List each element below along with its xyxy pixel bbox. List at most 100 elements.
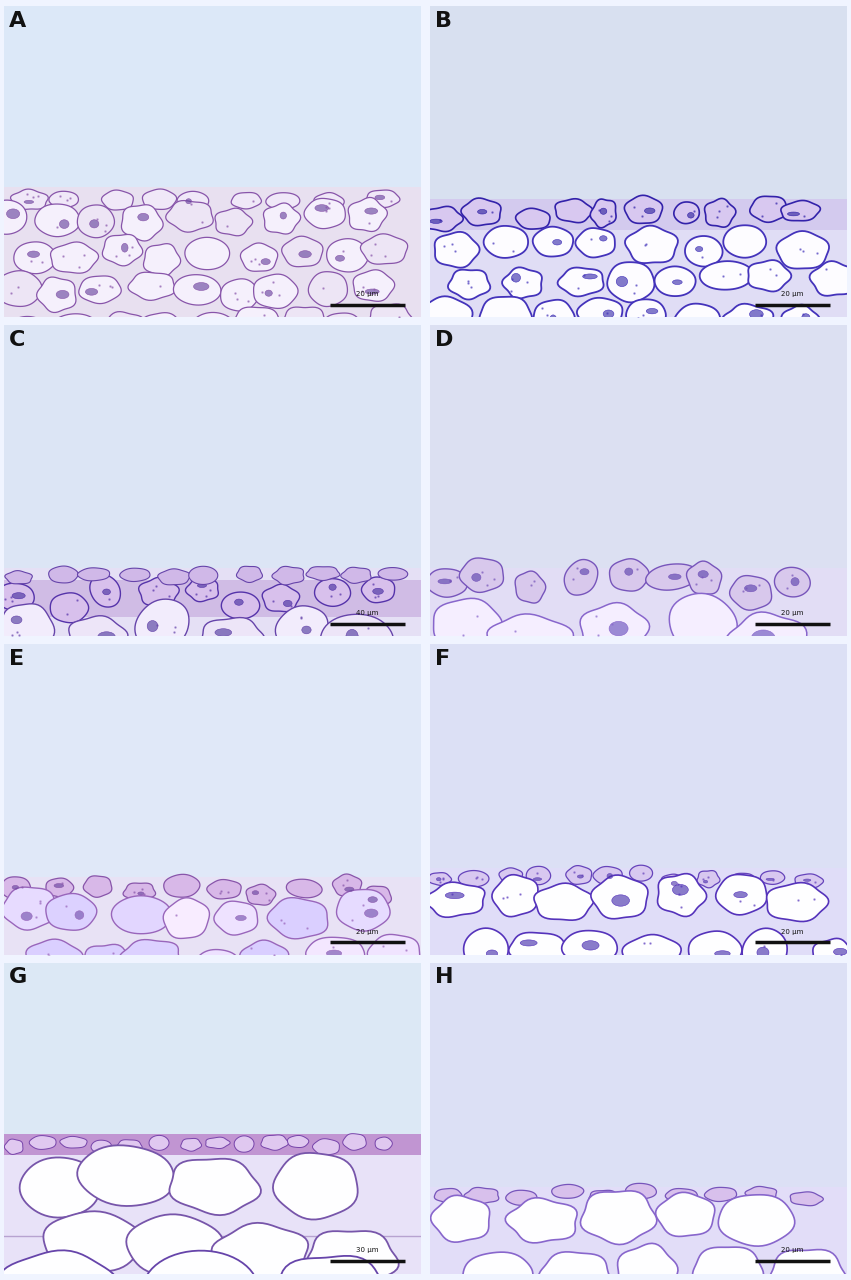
Polygon shape: [310, 1037, 371, 1074]
Polygon shape: [241, 243, 277, 271]
Polygon shape: [233, 307, 282, 338]
Polygon shape: [207, 879, 241, 899]
Polygon shape: [128, 273, 175, 301]
Polygon shape: [808, 330, 850, 366]
Polygon shape: [722, 303, 774, 337]
Polygon shape: [575, 228, 615, 257]
Polygon shape: [231, 192, 261, 209]
Polygon shape: [591, 876, 648, 919]
Polygon shape: [262, 584, 300, 612]
Polygon shape: [174, 275, 221, 305]
Ellipse shape: [672, 280, 683, 284]
Polygon shape: [117, 1139, 142, 1152]
Polygon shape: [813, 938, 851, 973]
Polygon shape: [367, 189, 400, 207]
Polygon shape: [304, 198, 346, 229]
Bar: [430, 963, 847, 1187]
Ellipse shape: [691, 768, 716, 781]
Text: B: B: [435, 12, 452, 31]
Text: 40 μm: 40 μm: [356, 609, 379, 616]
Polygon shape: [245, 1038, 306, 1073]
Polygon shape: [144, 243, 180, 276]
Polygon shape: [716, 874, 767, 915]
Polygon shape: [266, 193, 300, 210]
Text: D: D: [435, 330, 453, 349]
Ellipse shape: [249, 998, 258, 1007]
Ellipse shape: [300, 996, 315, 1006]
Ellipse shape: [24, 201, 33, 204]
Polygon shape: [1, 604, 54, 654]
Polygon shape: [142, 189, 177, 210]
Polygon shape: [369, 1032, 421, 1074]
Text: F: F: [435, 649, 450, 668]
Ellipse shape: [103, 589, 111, 595]
Polygon shape: [306, 937, 365, 969]
Polygon shape: [694, 330, 748, 367]
Polygon shape: [43, 1211, 143, 1271]
Polygon shape: [795, 874, 824, 888]
Ellipse shape: [12, 593, 26, 599]
Polygon shape: [718, 1194, 795, 1247]
Polygon shape: [306, 567, 340, 581]
Ellipse shape: [616, 276, 628, 287]
Polygon shape: [2, 717, 52, 755]
Ellipse shape: [194, 666, 211, 675]
Polygon shape: [646, 564, 698, 590]
Polygon shape: [37, 276, 76, 312]
Polygon shape: [809, 261, 851, 296]
Polygon shape: [368, 303, 414, 337]
Polygon shape: [200, 703, 267, 753]
Polygon shape: [343, 1134, 366, 1151]
Polygon shape: [610, 680, 694, 733]
Polygon shape: [124, 1030, 180, 1068]
Polygon shape: [282, 237, 323, 266]
Polygon shape: [261, 1135, 288, 1151]
Polygon shape: [348, 197, 387, 232]
Ellipse shape: [327, 950, 341, 956]
Ellipse shape: [197, 584, 207, 588]
Polygon shape: [163, 897, 209, 938]
Polygon shape: [340, 700, 401, 740]
Polygon shape: [101, 189, 134, 210]
Polygon shape: [711, 995, 754, 1030]
Bar: [4, 187, 421, 317]
Polygon shape: [4, 1139, 23, 1155]
Ellipse shape: [266, 1055, 276, 1062]
Ellipse shape: [12, 886, 19, 890]
Text: 30 μm: 30 μm: [356, 1248, 379, 1253]
Ellipse shape: [236, 915, 246, 920]
Polygon shape: [725, 612, 807, 673]
Polygon shape: [564, 559, 597, 595]
Polygon shape: [315, 579, 351, 607]
Polygon shape: [555, 198, 593, 223]
Ellipse shape: [7, 209, 20, 219]
Ellipse shape: [552, 239, 562, 244]
Ellipse shape: [235, 599, 243, 605]
Polygon shape: [10, 189, 49, 210]
Ellipse shape: [220, 1046, 237, 1057]
Polygon shape: [0, 1251, 118, 1280]
Ellipse shape: [193, 283, 209, 291]
Bar: [4, 1134, 421, 1274]
Polygon shape: [723, 225, 766, 257]
Polygon shape: [479, 297, 532, 337]
Polygon shape: [685, 236, 722, 266]
Ellipse shape: [624, 347, 631, 353]
Polygon shape: [51, 314, 98, 340]
Bar: [430, 1187, 847, 1274]
Polygon shape: [625, 225, 678, 264]
Ellipse shape: [215, 628, 231, 636]
Polygon shape: [320, 614, 393, 667]
Polygon shape: [191, 1029, 248, 1073]
Polygon shape: [434, 598, 502, 650]
Polygon shape: [287, 879, 323, 897]
Ellipse shape: [147, 621, 157, 631]
Polygon shape: [492, 874, 538, 916]
Ellipse shape: [791, 577, 799, 586]
Polygon shape: [254, 274, 298, 308]
Ellipse shape: [60, 220, 69, 228]
Polygon shape: [221, 593, 260, 620]
Polygon shape: [281, 307, 328, 339]
Polygon shape: [1, 877, 31, 900]
Polygon shape: [312, 1139, 340, 1155]
